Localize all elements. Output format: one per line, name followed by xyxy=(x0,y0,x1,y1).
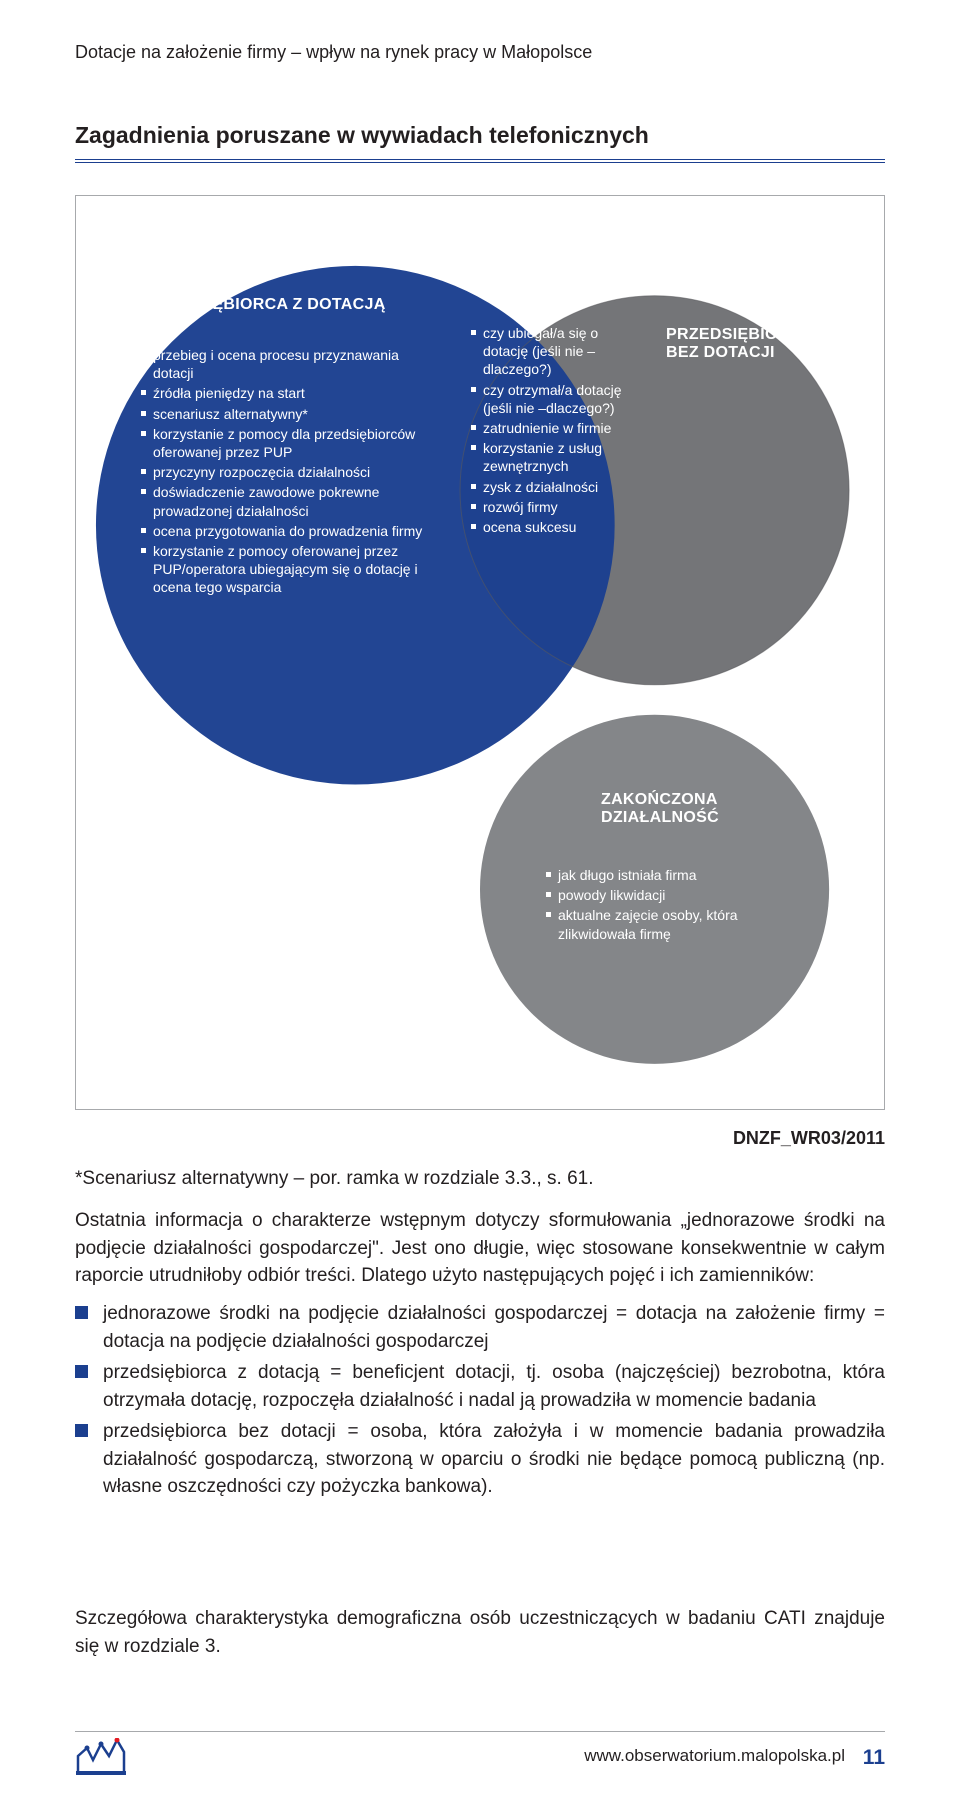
venn-overlap-item: czy ubiegał/a się o dotację (jeśli nie –… xyxy=(471,324,636,379)
venn-bottom-item: jak długo istniała firma xyxy=(546,866,781,884)
venn-bottom-list: jak długo istniała firma powody likwidac… xyxy=(546,866,781,943)
venn-left-item: źródła pieniędzy na start xyxy=(141,384,436,402)
definition-item: jednorazowe środki na podjęcie działalno… xyxy=(75,1300,885,1355)
venn-right-title-line2: BEZ DOTACJI xyxy=(666,344,813,362)
venn-overlap-item: zysk z działalności xyxy=(471,478,636,496)
final-paragraph: Szczegółowa charakterystyka demograficzn… xyxy=(75,1605,885,1660)
running-header: Dotacje na założenie firmy – wpływ na ry… xyxy=(75,42,592,63)
page-number: 11 xyxy=(863,1746,885,1770)
venn-bottom-item: powody likwidacji xyxy=(546,886,781,904)
footer-logo xyxy=(75,1738,127,1776)
venn-overlap-item: czy otrzymał/a dotację (jeśli nie –dlacz… xyxy=(471,381,636,417)
footer-url: www.obserwatorium.malopolska.pl xyxy=(584,1746,845,1766)
venn-bottom-title-line1: ZAKOŃCZONA xyxy=(601,791,719,809)
venn-left-item: scenariusz alternatywny* xyxy=(141,405,436,423)
venn-bottom-title-line2: DZIAŁALNOŚĆ xyxy=(601,809,719,827)
venn-left-item: ocena przygotowania do prowadzenia firmy xyxy=(141,522,436,540)
venn-left-title: PRZEDSIĘBIORCA Z DOTACJĄ xyxy=(141,296,386,314)
venn-overlap-item: rozwój firmy xyxy=(471,498,636,516)
venn-left-item: doświadczenie zawodowe pokrewne prowadzo… xyxy=(141,483,436,519)
definition-item: przedsiębiorca z dotacją = beneficjent d… xyxy=(75,1359,885,1414)
section-heading: Zagadnienia poruszane w wywiadach telefo… xyxy=(75,122,885,163)
venn-left-item: korzystanie z pomocy oferowanej przez PU… xyxy=(141,542,436,597)
venn-right-title-line1: PRZEDSIĘBIORCA xyxy=(666,326,813,344)
footer-divider xyxy=(75,1731,885,1732)
figure-code: DNZF_WR03/2011 xyxy=(733,1128,885,1149)
venn-bottom-item: aktualne zajęcie osoby, która zlikwidowa… xyxy=(546,906,781,942)
scenario-footnote: *Scenariusz alternatywny – por. ramka w … xyxy=(75,1165,885,1193)
definition-item: przedsiębiorca bez dotacji = osoba, któr… xyxy=(75,1418,885,1501)
venn-left-item: przebieg i ocena procesu przyznawania do… xyxy=(141,346,436,382)
intro-paragraph: Ostatnia informacja o charakterze wstępn… xyxy=(75,1207,885,1290)
venn-left-list: przebieg i ocena procesu przyznawania do… xyxy=(141,346,436,596)
venn-overlap-list: czy ubiegał/a się o dotację (jeśli nie –… xyxy=(471,324,636,536)
venn-overlap-item: ocena sukcesu xyxy=(471,518,636,536)
venn-left-item: korzystanie z pomocy dla przedsiębiorców… xyxy=(141,425,436,461)
venn-diagram-frame: PRZEDSIĘBIORCA Z DOTACJĄ przebieg i ocen… xyxy=(75,195,885,1110)
definitions-list: jednorazowe środki na podjęcie działalno… xyxy=(75,1300,885,1505)
venn-overlap-item: korzystanie z usług zewnętrznych xyxy=(471,439,636,475)
venn-overlap-item: zatrudnienie w firmie xyxy=(471,419,636,437)
venn-left-item: przyczyny rozpoczęcia działalności xyxy=(141,463,436,481)
